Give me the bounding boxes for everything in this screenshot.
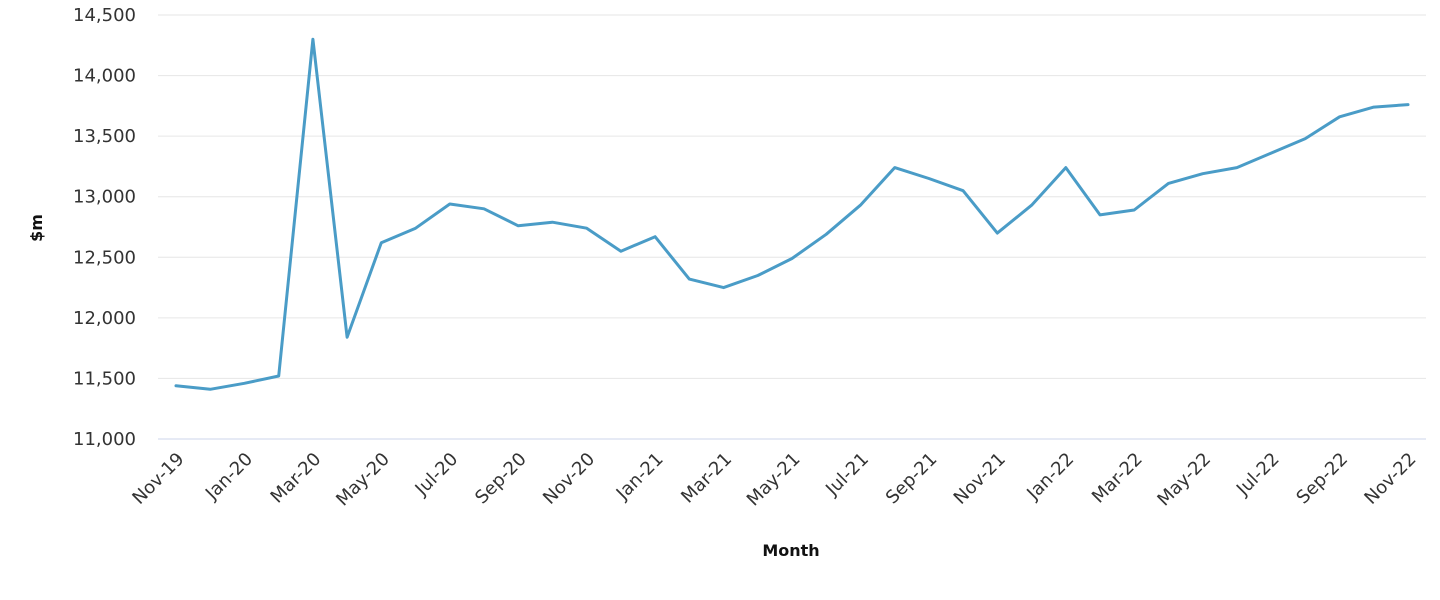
y-tick-label: 12,500: [73, 247, 136, 268]
x-tick-label: May-20: [332, 449, 394, 511]
y-tick-label: 12,000: [73, 308, 136, 329]
x-tick-label: Nov-22: [1360, 449, 1420, 509]
x-tick-label: Jan-21: [612, 449, 668, 505]
series-layer: [174, 37, 1410, 391]
x-axis-title: Month: [762, 541, 819, 560]
x-tick-label: Sep-22: [1292, 449, 1352, 509]
x-tick-label: Sep-21: [882, 449, 942, 509]
x-tick-label: May-21: [743, 449, 805, 511]
y-tick-label: 11,000: [73, 429, 136, 450]
series-line-0: [174, 37, 1410, 391]
x-tick-label: Jul-21: [821, 449, 873, 501]
y-tick-label: 13,000: [73, 187, 136, 208]
x-tick-label: Jan-20: [201, 449, 257, 505]
x-tick-label: Jan-22: [1022, 449, 1078, 505]
x-tick-label: Mar-20: [267, 449, 326, 508]
y-tick-label: 14,000: [73, 66, 136, 87]
x-tick-label: Nov-21: [950, 449, 1010, 509]
grid-lines: [158, 14, 1426, 440]
x-tick-label: Jul-22: [1232, 449, 1284, 501]
y-tick-label: 14,500: [73, 5, 136, 26]
x-tick-label: Jul-20: [411, 449, 463, 501]
x-axis: Nov-19 Jan-20 Mar-20 May-20 Jul-20 Sep-20 Nov-…: [128, 449, 1420, 511]
x-tick-label: Nov-20: [539, 449, 599, 509]
y-axis: 11,000 11,500 12,000 12,500 13,000 13,500 14,0…: [73, 5, 136, 450]
x-tick-label: Sep-20: [471, 449, 531, 509]
x-tick-label: Mar-22: [1088, 449, 1147, 508]
x-tick-label: Mar-21: [677, 449, 736, 508]
y-tick-label: 13,500: [73, 126, 136, 147]
y-axis-title: $m: [27, 214, 46, 242]
x-tick-label: May-22: [1153, 449, 1215, 511]
y-tick-label: 11,500: [73, 368, 136, 389]
x-tick-label: Nov-19: [128, 449, 188, 509]
